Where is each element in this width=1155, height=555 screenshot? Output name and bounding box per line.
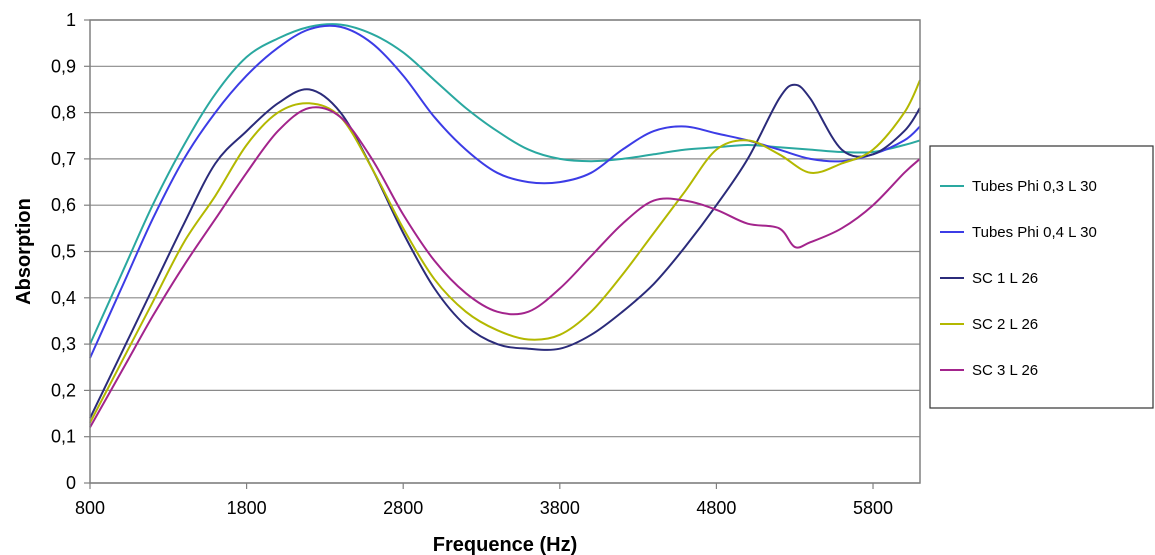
y-tick-label: 0,2 — [51, 380, 76, 400]
x-tick-label: 3800 — [540, 498, 580, 518]
series-line-2 — [89, 24, 921, 359]
grid-lines — [90, 19, 920, 484]
y-tick-label: 1 — [66, 10, 76, 30]
legend-label: SC 1 L 26 — [972, 270, 1038, 287]
x-tick-label: 4800 — [696, 498, 736, 518]
legend-label: SC 3 L 26 — [972, 362, 1038, 379]
series-line-4 — [89, 79, 921, 424]
y-tick-label: 0,7 — [51, 149, 76, 169]
y-axis-title: Absorption — [13, 198, 35, 305]
x-tick-label: 800 — [75, 498, 105, 518]
y-tick-label: 0,4 — [51, 288, 76, 308]
series-lines — [89, 23, 921, 428]
series-line-1 — [89, 23, 921, 345]
x-tick-label: 2800 — [383, 498, 423, 518]
x-axis-title: Frequence (Hz) — [433, 534, 577, 555]
series-line-5 — [89, 106, 921, 428]
y-tick-label: 0,6 — [51, 195, 76, 215]
y-tick-label: 0,3 — [51, 334, 76, 354]
legend-label: Tubes Phi 0,4 L 30 — [972, 224, 1097, 241]
legend-label: SC 2 L 26 — [972, 316, 1038, 333]
y-tick-label: 0 — [66, 473, 76, 493]
x-tick-label: 5800 — [853, 498, 893, 518]
y-tick-label: 0,9 — [51, 56, 76, 76]
x-tick-label: 1800 — [227, 498, 267, 518]
y-tick-labels: 0 0,1 0,2 0,3 0,4 0,5 0,6 0,7 0,8 0,9 1 — [51, 10, 90, 493]
legend-box — [929, 145, 1154, 409]
legend: Tubes Phi 0,3 L 30 Tubes Phi 0,4 L 30 SC 1… — [929, 145, 1154, 409]
y-tick-label: 0,1 — [51, 427, 76, 447]
y-tick-label: 0,5 — [51, 242, 76, 262]
x-tick-labels: 800 1800 2800 3800 4800 5800 — [75, 483, 893, 518]
legend-label: Tubes Phi 0,3 L 30 — [972, 178, 1097, 195]
y-tick-label: 0,8 — [51, 103, 76, 123]
series-line-3 — [89, 83, 921, 419]
